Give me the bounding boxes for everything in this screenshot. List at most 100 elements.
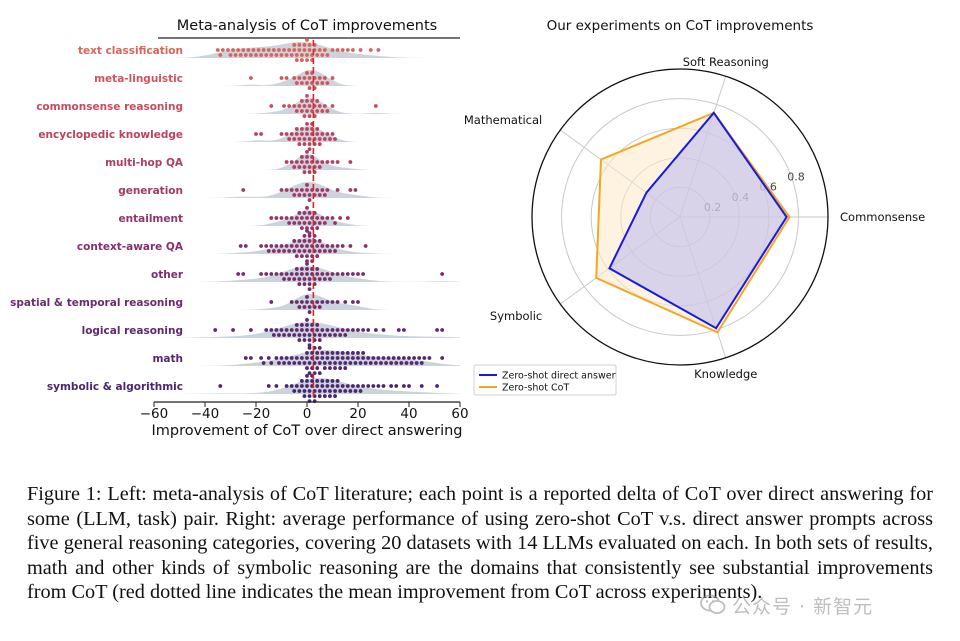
data-point (351, 300, 355, 304)
data-point (292, 76, 297, 80)
x-tick-label: −60 (140, 406, 169, 422)
data-point (264, 244, 269, 248)
data-point (302, 249, 307, 253)
data-point (407, 356, 411, 360)
data-point (292, 137, 297, 141)
x-tick-label: −40 (191, 406, 220, 422)
data-point (328, 249, 332, 253)
data-point (305, 94, 309, 98)
data-point (307, 394, 312, 398)
data-point (300, 272, 304, 276)
data-point (358, 48, 363, 52)
data-point (315, 160, 320, 164)
data-point (297, 338, 302, 342)
data-point (317, 371, 322, 376)
data-point (302, 104, 307, 108)
data-point (243, 356, 248, 360)
data-point (333, 221, 337, 225)
data-point (284, 384, 289, 388)
data-point (305, 71, 309, 75)
data-point (249, 53, 253, 57)
data-point (340, 356, 345, 360)
data-point (274, 384, 279, 388)
data-point (407, 384, 411, 388)
data-point (300, 254, 304, 258)
data-point (356, 300, 360, 304)
data-point (277, 361, 281, 365)
data-point (302, 221, 307, 225)
data-point (322, 221, 327, 225)
data-point (315, 356, 320, 360)
data-point (226, 48, 230, 52)
data-point (305, 356, 309, 360)
data-point (294, 53, 299, 57)
data-point (305, 295, 309, 299)
radar-chart: Our experiments on CoT improvements 0.20… (464, 18, 925, 396)
data-point (269, 361, 274, 365)
data-point (315, 323, 320, 327)
data-point (289, 53, 294, 57)
data-point (340, 384, 345, 388)
data-point (325, 272, 330, 276)
data-point (305, 272, 309, 276)
data-point (328, 277, 332, 281)
data-point (419, 384, 424, 388)
data-point (274, 244, 279, 248)
data-point (312, 333, 317, 337)
data-point (315, 109, 320, 113)
data-point (335, 188, 340, 192)
data-point (284, 244, 289, 248)
data-point (310, 216, 314, 220)
data-point (348, 389, 353, 393)
radar-series-fill (609, 112, 787, 329)
data-point (335, 356, 340, 360)
category-label: text classification (78, 45, 183, 57)
data-point (320, 351, 325, 355)
data-point (289, 300, 294, 304)
data-point (294, 323, 299, 327)
data-point (305, 160, 309, 164)
x-tick-label: 60 (451, 406, 468, 422)
figure-caption: Figure 1: Left: meta-analysis of CoT lit… (27, 483, 933, 604)
data-point (284, 188, 289, 192)
data-point (287, 361, 292, 365)
data-point (394, 384, 399, 388)
data-point (317, 338, 322, 342)
data-point (322, 193, 327, 197)
data-point (340, 272, 345, 276)
data-point (389, 361, 394, 365)
data-point (302, 165, 307, 169)
data-point (213, 328, 218, 332)
data-point (305, 384, 309, 388)
data-point (231, 328, 235, 332)
data-point (330, 384, 335, 388)
data-point (300, 132, 304, 136)
data-point (300, 384, 304, 388)
data-point (307, 76, 312, 80)
data-point (381, 328, 386, 332)
data-point (307, 104, 312, 108)
data-point (231, 48, 235, 52)
violin-shape (154, 98, 460, 114)
data-point (348, 188, 353, 192)
data-point (330, 328, 335, 332)
data-point (325, 244, 330, 248)
data-point (320, 379, 325, 383)
data-point (307, 86, 312, 90)
data-point (379, 361, 383, 365)
data-point (335, 244, 340, 248)
data-point (307, 371, 312, 376)
x-tick-label: −20 (242, 406, 271, 422)
data-point (218, 53, 223, 57)
data-point (353, 188, 358, 192)
data-point (269, 328, 274, 332)
data-point (366, 384, 371, 388)
data-point (402, 384, 406, 388)
legend-box (473, 364, 617, 396)
data-point (302, 170, 307, 174)
data-point (305, 379, 309, 383)
data-point (215, 48, 220, 52)
data-point (277, 48, 281, 52)
data-point (279, 216, 284, 220)
data-point (305, 53, 309, 57)
